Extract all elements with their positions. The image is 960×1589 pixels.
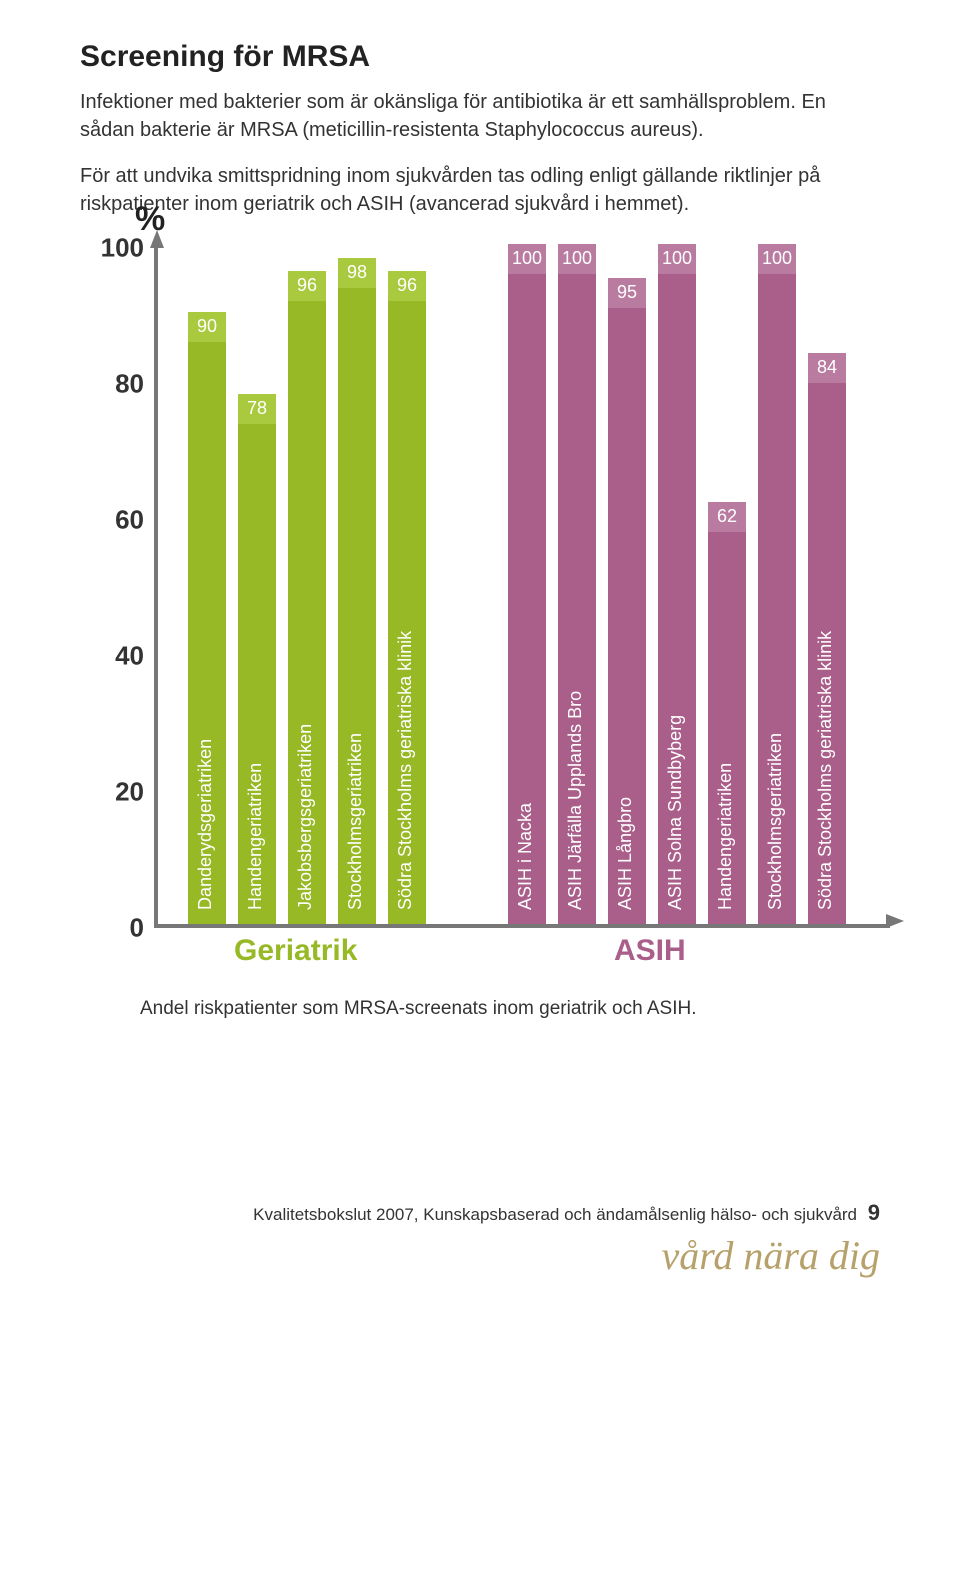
bar: 100 ASIH Järfälla Upplands Bro (558, 244, 596, 924)
bar: 95 ASIH Långbro (608, 278, 646, 924)
bar-category-label: Stockholmsgeriatriken (765, 733, 786, 914)
y-axis-arrow-icon (150, 230, 164, 248)
bar-category-label: Danderydsgeriatriken (195, 739, 216, 914)
bars-layer: 90 Danderydsgeriatriken 78 Handengeriatrike… (158, 248, 890, 924)
y-tick-label: 20 (90, 777, 144, 808)
plot-area: 90 Danderydsgeriatriken 78 Handengeriatrike… (154, 248, 890, 928)
bar-value-label: 98 (338, 262, 376, 283)
page-title: Screening för MRSA (80, 40, 880, 74)
bar-value-label: 100 (758, 248, 796, 269)
bar-value-label: 100 (658, 248, 696, 269)
y-tick-label: 80 (90, 369, 144, 400)
bar: 78 Handengeriatriken (238, 394, 276, 924)
bar-category-label: Södra Stockholms geriatriska klinik (395, 631, 416, 914)
y-tick-label: 0 (90, 913, 144, 944)
bar-category-label: Stockholmsgeriatriken (345, 733, 366, 914)
footer-text: Kvalitetsbokslut 2007, Kunskapsbaserad o… (253, 1205, 857, 1224)
bar-category-label: ASIH Långbro (615, 797, 636, 914)
page-number: 9 (868, 1200, 880, 1225)
bar-category-label: Jakobsbergsgeriatriken (295, 724, 316, 914)
bar: 90 Danderydsgeriatriken (188, 312, 226, 924)
group-label: ASIH (614, 934, 686, 968)
bar-value-label: 78 (238, 398, 276, 419)
bar: 100 ASIH Solna Sundbyberg (658, 244, 696, 924)
bar-value-label: 96 (288, 275, 326, 296)
bar-value-label: 96 (388, 275, 426, 296)
y-tick-label: 60 (90, 505, 144, 536)
group-labels: Geriatrik ASIH (154, 928, 890, 988)
y-tick-label: 40 (90, 641, 144, 672)
bar-category-label: Handengeriatriken (245, 763, 266, 914)
bar-category-label: Södra Stockholms geriatriska klinik (815, 631, 836, 914)
group-label: Geriatrik (234, 934, 357, 968)
y-tick-label: 100 (90, 233, 144, 264)
bar-category-label: ASIH Järfälla Upplands Bro (565, 691, 586, 914)
chart-container: % 020406080100 90Danderydsgeriatriken78H… (90, 248, 890, 1020)
chart-caption: Andel riskpatienter som MRSA-screenats i… (140, 998, 890, 1020)
intro-paragraph-1: Infektioner med bakterier som är okänsli… (80, 88, 840, 144)
intro-paragraph-2: För att undvika smittspridning inom sjuk… (80, 162, 840, 218)
x-axis-arrow-icon (886, 914, 904, 928)
bar-value-label: 100 (508, 248, 546, 269)
bar-chart: 020406080100 90Danderydsgeriatriken78Han… (90, 248, 890, 928)
bar: 62 Handengeriatriken (708, 502, 746, 924)
page-footer: Kvalitetsbokslut 2007, Kunskapsbaserad o… (0, 1200, 960, 1299)
bar-value-label: 84 (808, 357, 846, 378)
bar-value-label: 90 (188, 316, 226, 337)
bar-value-label: 62 (708, 506, 746, 527)
bar: 96 Södra Stockholms geriatriska klinik (388, 271, 426, 924)
bar: 84 Södra Stockholms geriatriska klinik (808, 353, 846, 924)
y-axis: 020406080100 (90, 248, 154, 928)
bar-category-label: ASIH i Nacka (515, 803, 536, 914)
bar: 98 Stockholmsgeriatriken (338, 258, 376, 924)
bar-value-label: 95 (608, 282, 646, 303)
bar-category-label: ASIH Solna Sundbyberg (665, 715, 686, 914)
bar-category-label: Handengeriatriken (715, 763, 736, 914)
tagline: vård nära dig (80, 1232, 880, 1279)
bar: 96 Jakobsbergsgeriatriken (288, 271, 326, 924)
bar: 100 Stockholmsgeriatriken (758, 244, 796, 924)
bar: 100 ASIH i Nacka (508, 244, 546, 924)
bar-value-label: 100 (558, 248, 596, 269)
